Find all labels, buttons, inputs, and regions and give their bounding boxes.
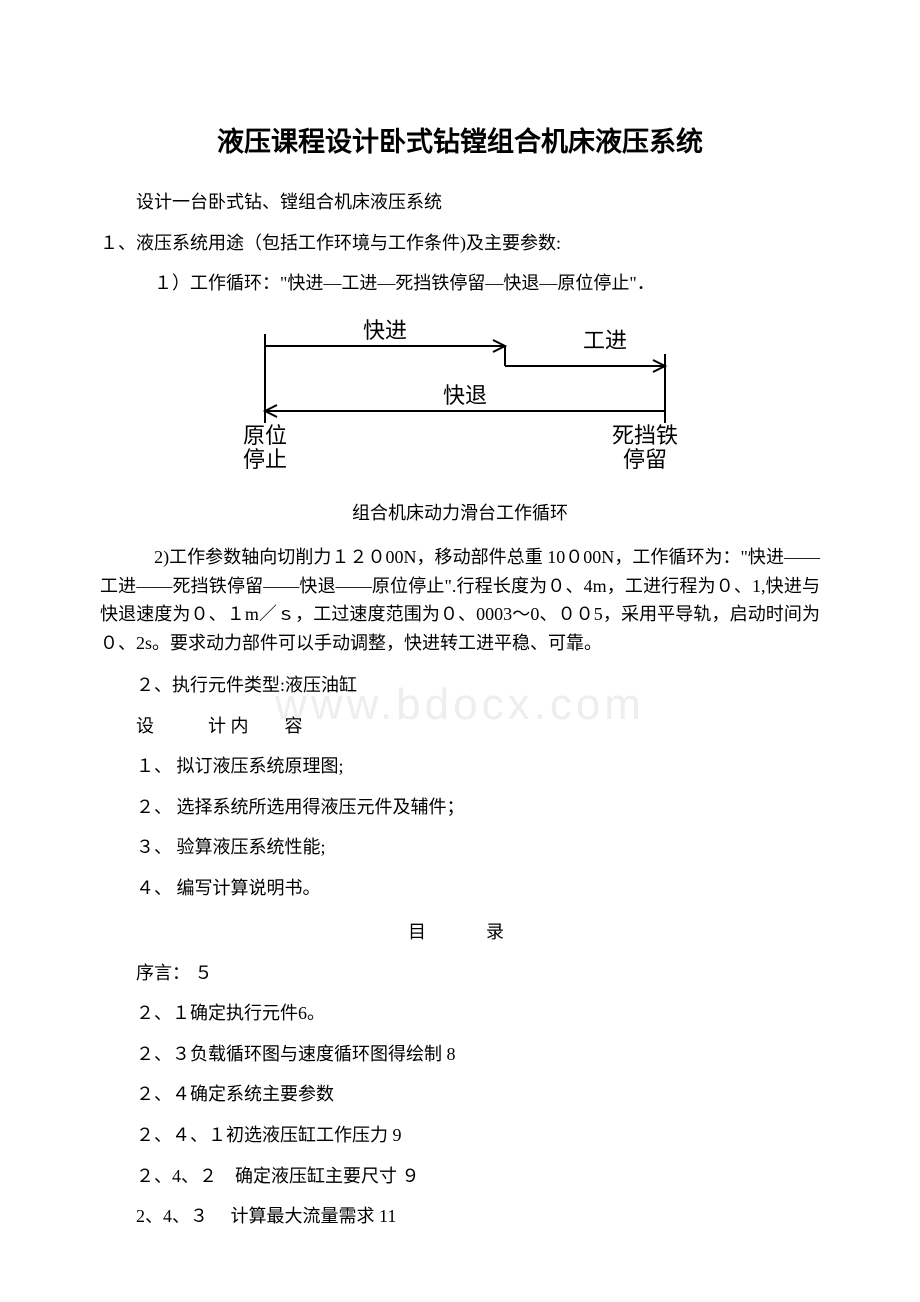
page-content: 液压课程设计卧式钻镗组合机床液压系统 设计一台卧式钻、镗组合机床液压系统 １、液… (100, 120, 820, 1232)
design-content-label: 设 计 内 容 (100, 711, 820, 742)
svg-text:快退: 快退 (443, 383, 487, 408)
design-item-1: １、 拟订液压系统原理图; (100, 751, 820, 782)
design-item-2: ２、 选择系统所选用得液压元件及辅件； (100, 792, 820, 823)
svg-text:停留: 停留 (623, 447, 667, 472)
svg-text:工进: 工进 (583, 328, 627, 353)
toc-item-3: ２、３负载循环图与速度循环图得绘制 8 (100, 1039, 820, 1070)
toc-heading: 目 录 (100, 918, 820, 944)
toc-item-5: ２、４、１初选液压缸工作压力 9 (100, 1120, 820, 1151)
design-task: 设计一台卧式钻、镗组合机床液压系统 (100, 187, 820, 218)
section-1: １、液压系统用途（包括工作环境与工作条件)及主要参数: (100, 228, 820, 259)
cycle-diagram: 快进 工进快退原位停止 死挡铁停留 (100, 311, 820, 491)
design-item-3: ３、 验算液压系统性能; (100, 832, 820, 863)
section-1-1: １）工作循环："快进—工进—死挡铁停留—快退—原位停止"． (100, 268, 820, 299)
toc-item-7: 2、4、３ 计算最大流量需求 11 (100, 1201, 820, 1232)
document-title: 液压课程设计卧式钻镗组合机床液压系统 (100, 120, 820, 159)
toc-item-4: ２、４确定系统主要参数 (100, 1079, 820, 1110)
svg-text:快进: 快进 (363, 318, 407, 343)
toc-item-6: ２、4、２ 确定液压缸主要尺寸 ９ (100, 1161, 820, 1192)
cycle-diagram-svg: 快进 工进快退原位停止 死挡铁停留 (225, 311, 695, 491)
toc-item-1: 序言： ５ (100, 958, 820, 989)
design-item-4: ４、 编写计算说明书。 (100, 873, 820, 904)
svg-text:停止: 停止 (243, 447, 287, 472)
toc-item-2: ２、１确定执行元件6。 (100, 998, 820, 1029)
section-2: ２、执行元件类型:液压油缸 (100, 670, 820, 701)
section-1-2: 2)工作参数轴向切削力１２０00N，移动部件总重 10０00N，工作循环为："快… (100, 543, 820, 658)
svg-text:原位: 原位 (243, 423, 287, 448)
svg-text:死挡铁: 死挡铁 (612, 423, 678, 448)
diagram-caption: 组合机床动力滑台工作循环 (100, 499, 820, 525)
